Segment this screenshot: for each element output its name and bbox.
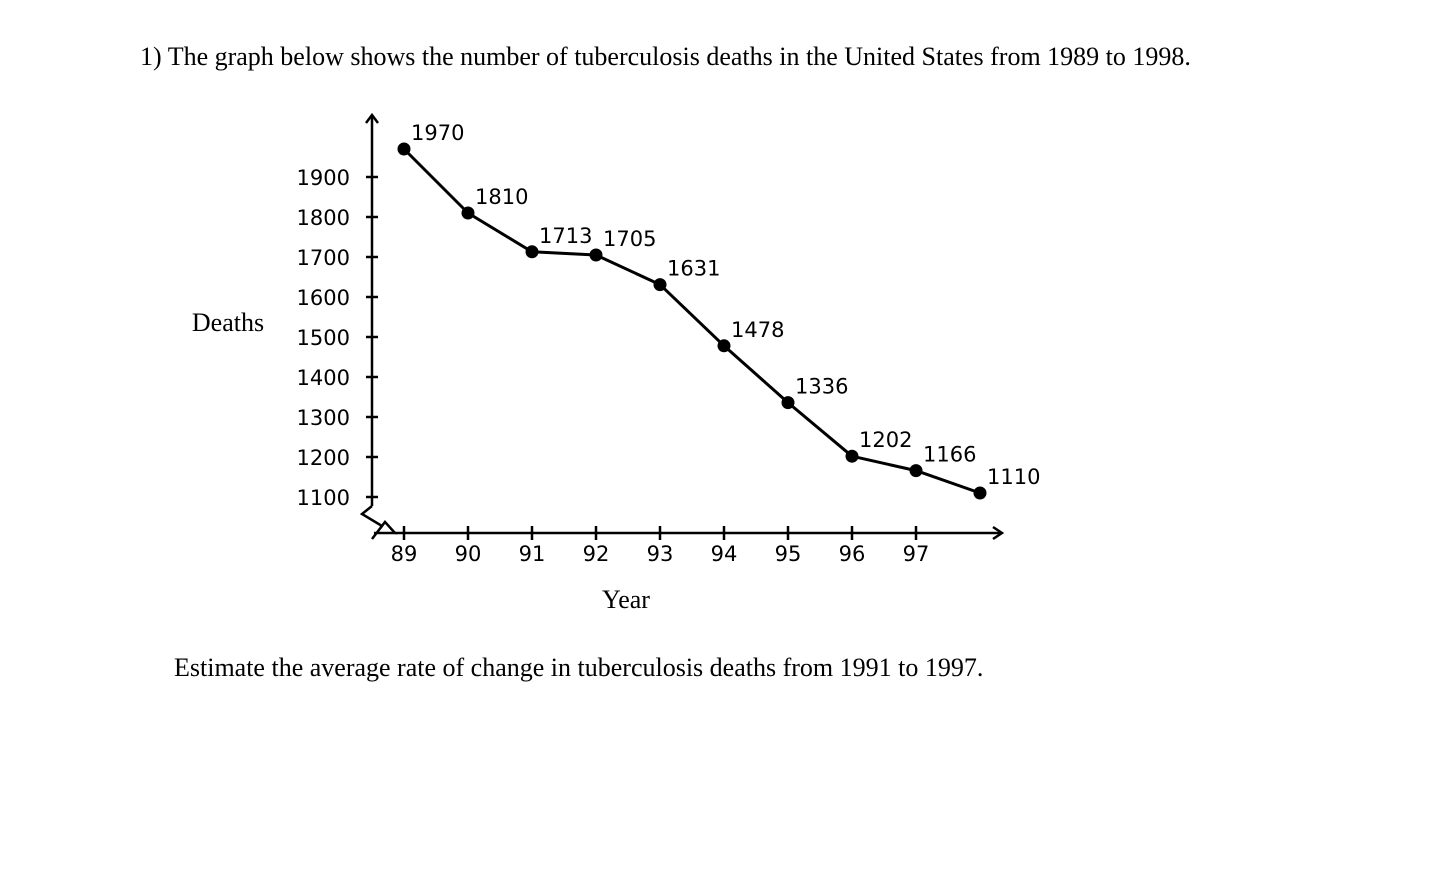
x-tick-label: 97 (903, 542, 930, 566)
y-tick-label: 1800 (297, 206, 350, 230)
data-point (461, 206, 475, 220)
data-label: 1970 (411, 121, 464, 145)
data-point (717, 339, 731, 353)
y-axis-break-symbol (359, 505, 398, 540)
x-tick-label: 90 (455, 542, 482, 566)
y-tick-label: 1500 (297, 326, 350, 350)
data-label: 1478 (731, 318, 784, 342)
y-tick-label: 1900 (297, 166, 350, 190)
x-tick-label: 89 (391, 542, 418, 566)
data-point (909, 464, 923, 478)
x-axis-arrowhead (992, 525, 1005, 541)
data-label: 1110 (987, 465, 1040, 489)
question-text: 1) The graph below shows the number of t… (140, 42, 1191, 71)
series-deaths: 1970 1810 1713 1705 1631 1478 1336 1202 1166 1110 (397, 121, 1040, 500)
data-point (589, 248, 603, 262)
data-point (653, 278, 667, 292)
y-axis-arrowhead (365, 112, 379, 124)
x-tick-label: 93 (647, 542, 674, 566)
data-point (397, 142, 411, 156)
y-tick-label: 1700 (297, 246, 350, 270)
x-ticks: 89 90 91 92 93 94 95 96 97 (391, 526, 930, 566)
chart-axes (359, 112, 1005, 541)
data-label: 1336 (795, 375, 848, 399)
data-point (781, 396, 795, 410)
data-point (973, 486, 987, 500)
prompt-text: Estimate the average rate of change in t… (174, 653, 984, 682)
data-point (845, 449, 859, 463)
y-tick-label: 1400 (297, 366, 350, 390)
y-tick-label: 1300 (297, 406, 350, 430)
y-tick-label: 1100 (297, 486, 350, 510)
x-axis-title: Year (602, 585, 650, 614)
y-tick-label: 1200 (297, 446, 350, 470)
data-label: 1713 (539, 224, 592, 248)
x-tick-label: 95 (775, 542, 802, 566)
x-tick-label: 96 (839, 542, 866, 566)
data-label: 1202 (859, 428, 912, 452)
series-line (402, 147, 981, 495)
data-label: 1166 (923, 443, 976, 467)
data-label: 1631 (667, 257, 720, 281)
y-axis-title: Deaths (192, 308, 264, 337)
x-tick-label: 91 (519, 542, 546, 566)
data-label: 1705 (603, 227, 656, 251)
x-tick-label: 94 (711, 542, 738, 566)
y-tick-label: 1600 (297, 286, 350, 310)
data-point (525, 245, 539, 259)
data-label: 1810 (475, 185, 528, 209)
x-tick-label: 92 (583, 542, 610, 566)
y-ticks: 1100 1200 1300 1400 1500 1600 1700 1800 1900 (297, 166, 378, 510)
